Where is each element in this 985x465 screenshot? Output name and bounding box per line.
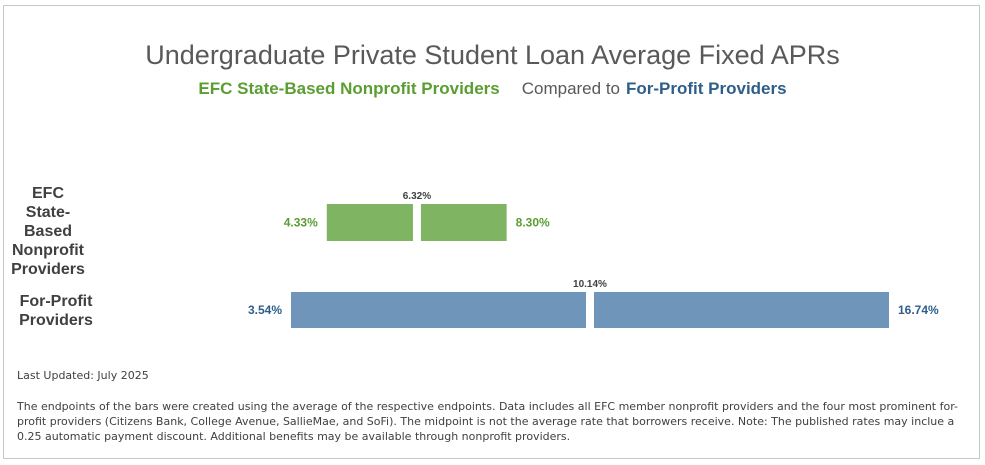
high-value-label: 16.74% — [898, 303, 939, 317]
high-value-label: 8.30% — [516, 216, 550, 230]
low-value-label: 4.33% — [284, 216, 318, 230]
category-label-line: EFC State- — [25, 185, 71, 221]
midpoint-value-label: 10.14% — [573, 279, 607, 290]
category-label-forprofit: For-Profit Providers — [8, 292, 104, 330]
range-bar-high-segment — [420, 204, 507, 241]
footnote-text: The endpoints of the bars were created u… — [17, 400, 959, 443]
subtitle-compared: Compared to — [521, 79, 620, 98]
range-bar-high-segment — [594, 292, 889, 328]
low-value-label: 3.54% — [248, 303, 282, 317]
category-label-line: For-Profit — [19, 293, 93, 310]
category-label-line: Nonprofit — [12, 242, 84, 259]
chart-subtitle: EFC State-Based Nonprofit Providers Compa… — [0, 79, 985, 99]
last-updated: Last Updated: July 2025 — [17, 369, 149, 382]
category-label-line: Providers — [11, 261, 85, 278]
range-bar-low-segment — [291, 292, 586, 328]
midpoint-value-label: 6.32% — [403, 191, 431, 202]
range-bar-low-segment — [326, 204, 413, 241]
chart-title: Undergraduate Private Student Loan Avera… — [145, 40, 840, 70]
category-label-nonprofit: EFC State- Based Nonprofit Providers — [8, 184, 88, 279]
subtitle-nonprofit: EFC State-Based Nonprofit Providers — [198, 79, 500, 98]
subtitle-forprofit: For-Profit Providers — [626, 79, 787, 98]
category-label-line: Based — [23, 223, 73, 240]
category-label-line: Providers — [19, 312, 93, 329]
